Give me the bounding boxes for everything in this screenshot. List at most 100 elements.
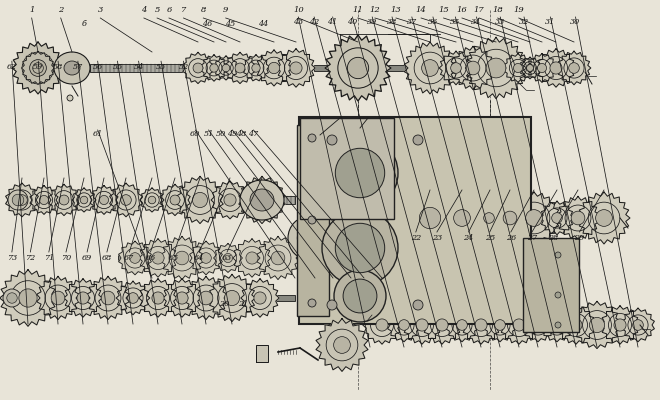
- Polygon shape: [540, 201, 574, 235]
- Polygon shape: [90, 186, 118, 214]
- Circle shape: [235, 63, 245, 73]
- Polygon shape: [622, 308, 654, 342]
- Circle shape: [19, 289, 37, 307]
- Text: 69: 69: [82, 254, 92, 262]
- Text: 41: 41: [327, 18, 338, 26]
- Polygon shape: [64, 279, 102, 317]
- Polygon shape: [403, 306, 441, 344]
- Circle shape: [8, 190, 28, 210]
- Polygon shape: [574, 302, 620, 349]
- Circle shape: [129, 253, 141, 263]
- Text: 27: 27: [527, 234, 537, 242]
- Polygon shape: [541, 308, 574, 342]
- Text: 19: 19: [513, 6, 524, 14]
- Text: 34: 34: [471, 18, 482, 26]
- Polygon shape: [504, 54, 532, 82]
- Circle shape: [33, 63, 44, 73]
- Circle shape: [595, 210, 612, 226]
- Polygon shape: [521, 308, 554, 342]
- Circle shape: [399, 320, 409, 330]
- Polygon shape: [225, 52, 255, 84]
- Circle shape: [148, 196, 156, 204]
- Polygon shape: [557, 196, 599, 240]
- Polygon shape: [139, 279, 177, 317]
- Text: 51: 51: [203, 130, 214, 138]
- Text: 72: 72: [25, 254, 36, 262]
- Circle shape: [571, 211, 585, 225]
- Circle shape: [347, 57, 369, 79]
- Circle shape: [537, 64, 546, 72]
- Circle shape: [100, 196, 108, 204]
- Circle shape: [322, 210, 398, 286]
- Polygon shape: [557, 51, 591, 85]
- Polygon shape: [49, 184, 79, 216]
- Circle shape: [40, 196, 49, 204]
- Text: 35: 35: [450, 18, 461, 26]
- Text: 40: 40: [347, 18, 358, 26]
- Text: 21: 21: [238, 300, 248, 308]
- Text: 24: 24: [463, 234, 474, 242]
- Polygon shape: [316, 318, 368, 371]
- Circle shape: [193, 63, 203, 73]
- Bar: [118, 255, 295, 261]
- Circle shape: [513, 319, 525, 331]
- Circle shape: [59, 195, 69, 205]
- Polygon shape: [484, 308, 516, 342]
- Polygon shape: [537, 49, 576, 87]
- Text: 22: 22: [411, 234, 421, 242]
- Polygon shape: [86, 276, 129, 320]
- Text: 29: 29: [574, 234, 585, 242]
- Text: 49: 49: [227, 130, 238, 138]
- Polygon shape: [30, 186, 58, 214]
- Text: 23: 23: [432, 234, 442, 242]
- Circle shape: [552, 320, 562, 330]
- Polygon shape: [201, 55, 227, 81]
- Polygon shape: [214, 56, 238, 80]
- Circle shape: [127, 293, 139, 303]
- Circle shape: [308, 216, 316, 224]
- Text: 6: 6: [166, 6, 172, 14]
- Circle shape: [290, 62, 302, 74]
- Text: 71: 71: [44, 254, 54, 262]
- Text: 10: 10: [293, 6, 304, 14]
- Circle shape: [525, 210, 543, 226]
- Polygon shape: [387, 308, 420, 342]
- Polygon shape: [37, 276, 79, 320]
- Polygon shape: [519, 57, 541, 79]
- Text: 9: 9: [223, 6, 228, 14]
- Circle shape: [77, 292, 89, 304]
- FancyBboxPatch shape: [297, 125, 329, 316]
- Circle shape: [486, 58, 506, 78]
- FancyBboxPatch shape: [300, 118, 394, 219]
- Circle shape: [308, 299, 316, 307]
- Circle shape: [335, 223, 385, 273]
- Text: 32: 32: [519, 18, 529, 26]
- Text: 20: 20: [219, 300, 230, 308]
- Polygon shape: [363, 306, 401, 344]
- Ellipse shape: [64, 61, 80, 75]
- Circle shape: [419, 207, 441, 229]
- Circle shape: [451, 63, 461, 73]
- Bar: [70, 196, 295, 204]
- Polygon shape: [161, 236, 203, 280]
- Circle shape: [254, 192, 269, 208]
- Polygon shape: [423, 306, 461, 344]
- Circle shape: [121, 195, 131, 205]
- Circle shape: [555, 322, 561, 328]
- Circle shape: [533, 320, 543, 330]
- Circle shape: [176, 292, 188, 304]
- Polygon shape: [6, 183, 38, 217]
- Text: 30: 30: [570, 18, 581, 26]
- Bar: [416, 215, 600, 221]
- Circle shape: [152, 252, 164, 264]
- Polygon shape: [439, 51, 473, 85]
- Text: 44: 44: [257, 20, 268, 28]
- Ellipse shape: [250, 189, 274, 211]
- Circle shape: [81, 196, 88, 204]
- Text: 39: 39: [367, 18, 378, 26]
- Text: 1: 1: [29, 6, 34, 14]
- Circle shape: [466, 61, 480, 75]
- Polygon shape: [119, 241, 151, 275]
- Circle shape: [335, 148, 385, 198]
- Polygon shape: [0, 270, 56, 326]
